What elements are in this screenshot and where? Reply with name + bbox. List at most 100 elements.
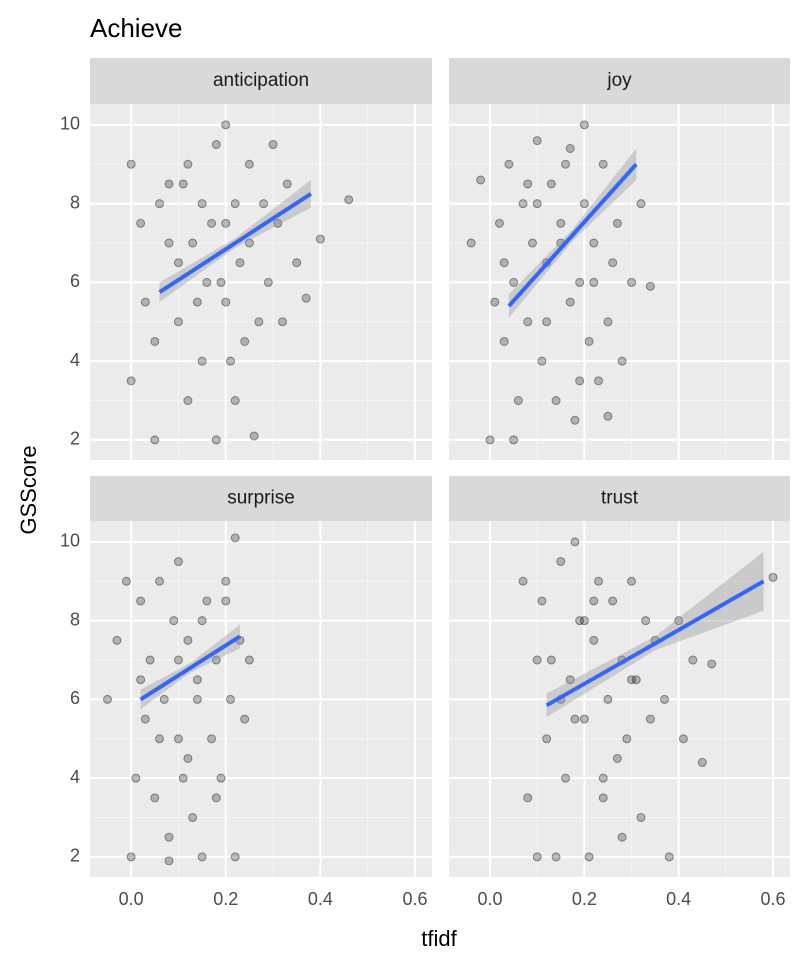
- point: [598, 159, 608, 169]
- point: [645, 714, 655, 724]
- x-tick-label: 0.0: [478, 889, 503, 909]
- point: [197, 852, 207, 862]
- point: [150, 336, 160, 346]
- point: [499, 336, 509, 346]
- point: [499, 258, 509, 268]
- point: [627, 576, 637, 586]
- point: [579, 120, 589, 130]
- point: [589, 635, 599, 645]
- point: [183, 159, 193, 169]
- point: [216, 773, 226, 783]
- point: [532, 655, 542, 665]
- point: [240, 714, 250, 724]
- y-tick-label: 2: [70, 846, 80, 866]
- point: [598, 773, 608, 783]
- fit-line: [545, 579, 765, 708]
- point: [173, 734, 183, 744]
- point: [664, 852, 674, 862]
- point: [131, 773, 141, 783]
- fit-line: [158, 192, 312, 294]
- point: [494, 218, 504, 228]
- point: [140, 714, 150, 724]
- strip-label: trust: [601, 488, 639, 509]
- strip-label: joy: [606, 70, 632, 91]
- point: [579, 199, 589, 209]
- point: [556, 557, 566, 567]
- point: [164, 179, 174, 189]
- point: [155, 734, 165, 744]
- point: [211, 655, 221, 665]
- point: [155, 199, 165, 209]
- point: [192, 675, 202, 685]
- point: [155, 576, 165, 586]
- point: [768, 572, 778, 582]
- point: [192, 297, 202, 307]
- point: [551, 396, 561, 406]
- y-tick-label: 8: [70, 609, 80, 629]
- point: [608, 258, 618, 268]
- point: [612, 753, 622, 763]
- x-tick-label: 0.0: [119, 889, 144, 909]
- point: [112, 635, 122, 645]
- point: [617, 832, 627, 842]
- point: [688, 655, 698, 665]
- y-tick-label: 4: [70, 350, 80, 370]
- point: [678, 734, 688, 744]
- point: [221, 596, 231, 606]
- point: [240, 336, 250, 346]
- point: [542, 734, 552, 744]
- point: [513, 396, 523, 406]
- y-tick-label: 6: [70, 688, 80, 708]
- point: [183, 753, 193, 763]
- point: [518, 199, 528, 209]
- point: [636, 199, 646, 209]
- point: [173, 655, 183, 665]
- point: [589, 277, 599, 287]
- point: [476, 175, 486, 185]
- point: [197, 199, 207, 209]
- point: [169, 616, 179, 626]
- point: [292, 258, 302, 268]
- point: [344, 195, 354, 205]
- chart-title: Achieve: [90, 13, 183, 43]
- point: [490, 297, 500, 307]
- point: [235, 258, 245, 268]
- point: [523, 793, 533, 803]
- point: [603, 411, 613, 421]
- point: [565, 297, 575, 307]
- x-tick-label: 0.4: [308, 889, 333, 909]
- point: [225, 694, 235, 704]
- point: [164, 832, 174, 842]
- fit-line: [139, 634, 242, 702]
- point: [178, 773, 188, 783]
- point: [674, 616, 684, 626]
- point: [188, 813, 198, 823]
- point: [466, 238, 476, 248]
- point: [641, 616, 651, 626]
- point: [603, 317, 613, 327]
- point: [254, 317, 264, 327]
- point: [121, 576, 131, 586]
- x-tick-label: 0.2: [213, 889, 238, 909]
- strip: [90, 58, 432, 104]
- point: [178, 179, 188, 189]
- point: [612, 218, 622, 228]
- point: [622, 734, 632, 744]
- point: [244, 238, 254, 248]
- point: [192, 694, 202, 704]
- y-tick-label: 10: [60, 531, 80, 551]
- y-tick-label: 8: [70, 192, 80, 212]
- point: [136, 218, 146, 228]
- point: [150, 435, 160, 445]
- point: [230, 533, 240, 543]
- point: [136, 596, 146, 606]
- y-tick-label: 4: [70, 767, 80, 787]
- point: [575, 277, 585, 287]
- point: [244, 159, 254, 169]
- point: [570, 714, 580, 724]
- point: [221, 218, 231, 228]
- point: [282, 179, 292, 189]
- point: [244, 655, 254, 665]
- point: [221, 576, 231, 586]
